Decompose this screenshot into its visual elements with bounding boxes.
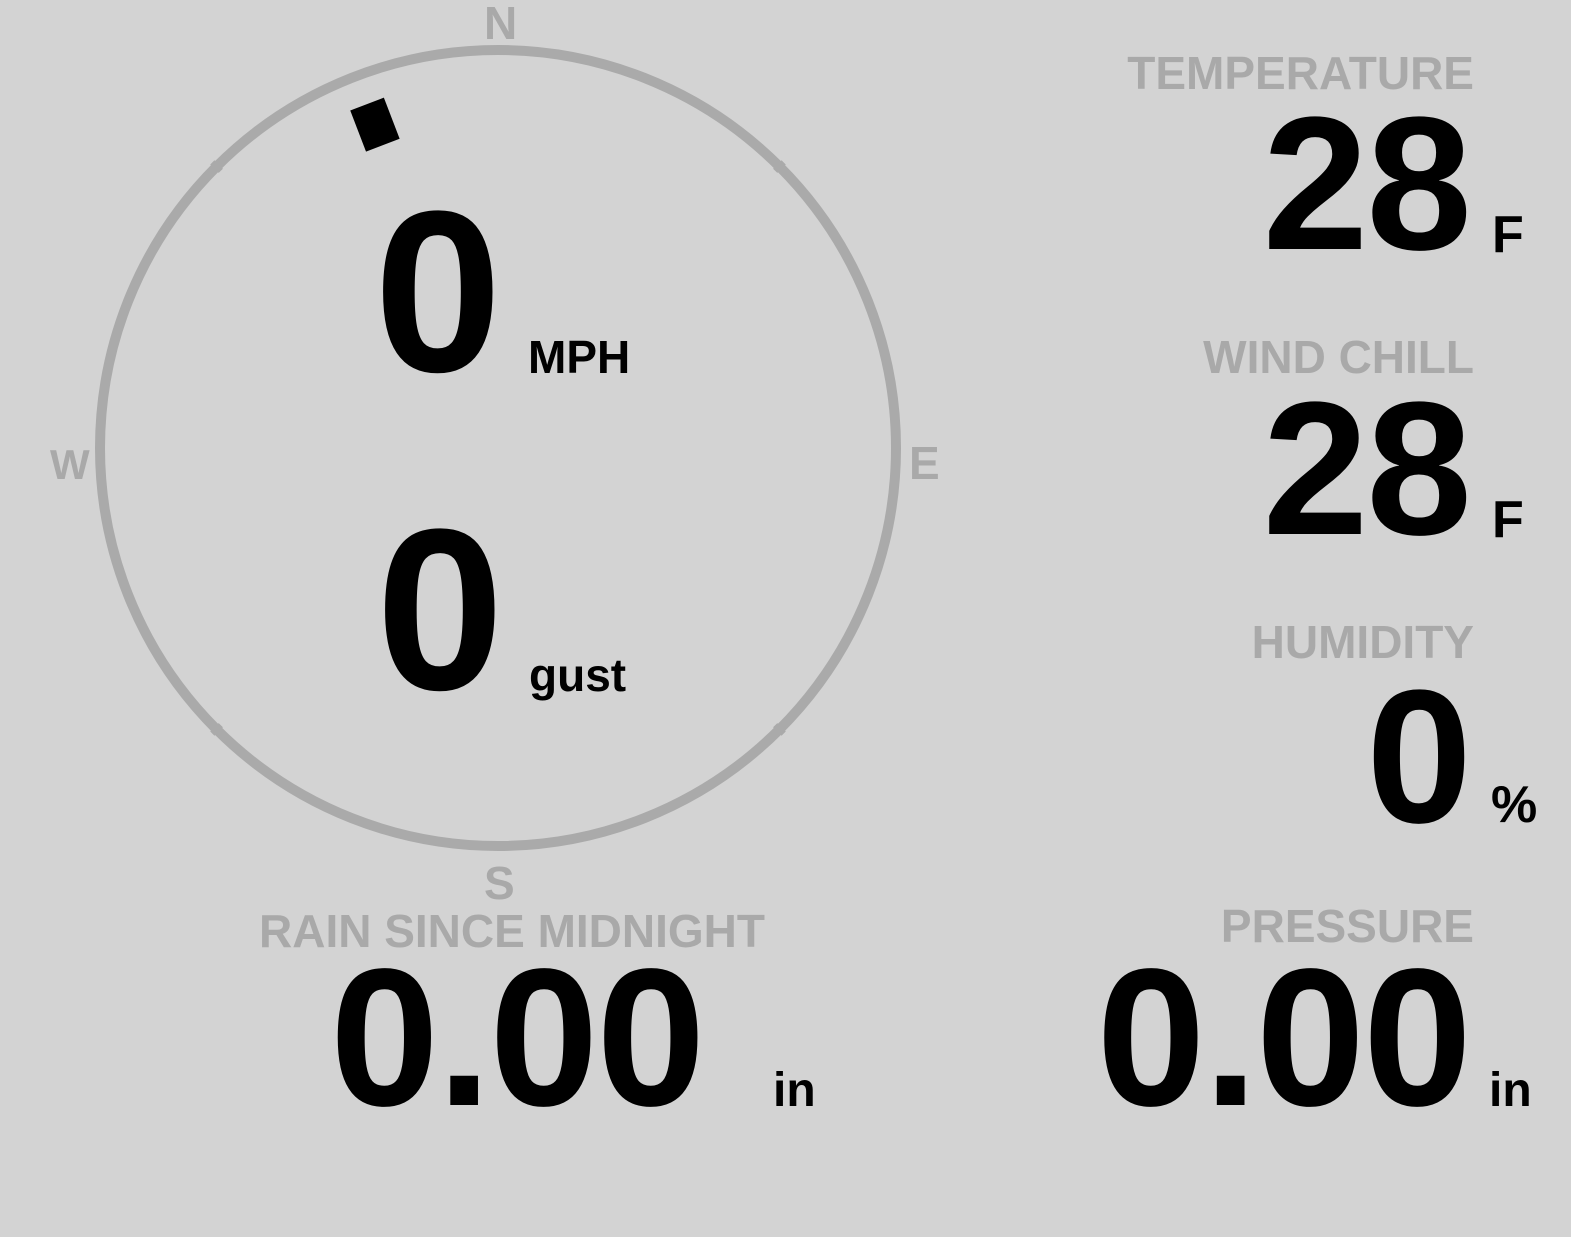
compass-north: N xyxy=(484,0,518,49)
wind-chill-value: 28 xyxy=(1262,363,1472,575)
rain-unit: in xyxy=(773,1064,816,1117)
wind-chill-unit: F xyxy=(1492,491,1524,549)
humidity-value: 0 xyxy=(1366,651,1472,863)
compass-tick xyxy=(773,723,786,736)
pressure-label: PRESSURE xyxy=(1220,900,1474,952)
compass-east: E xyxy=(909,437,940,489)
wind-speed-value: 0 xyxy=(374,163,502,420)
rain-value: 0.00 xyxy=(330,928,705,1147)
wind-speed-unit: MPH xyxy=(528,331,631,383)
compass-tick xyxy=(210,723,223,736)
pressure-unit: in xyxy=(1489,1064,1532,1117)
compass-ticks xyxy=(210,160,786,736)
rain-label: RAIN SINCE MIDNIGHT xyxy=(259,905,765,957)
wind-direction-marker xyxy=(350,97,400,152)
wind-chill-label: WIND CHILL xyxy=(1203,331,1474,383)
pressure-value: 0.00 xyxy=(1096,928,1472,1147)
temperature-unit: F xyxy=(1492,206,1524,264)
temperature-label: TEMPERATURE xyxy=(1127,47,1474,99)
wind-gust-value: 0 xyxy=(376,481,504,738)
compass-ring xyxy=(95,45,901,851)
humidity-label: HUMIDITY xyxy=(1251,616,1474,668)
compass-south: S xyxy=(484,857,515,909)
compass-tick xyxy=(210,160,223,173)
wind-gust-unit: gust xyxy=(529,649,627,701)
temperature-value: 28 xyxy=(1262,78,1472,290)
compass-west: W xyxy=(50,441,90,488)
humidity-unit: % xyxy=(1491,776,1538,834)
compass-tick xyxy=(773,160,786,173)
